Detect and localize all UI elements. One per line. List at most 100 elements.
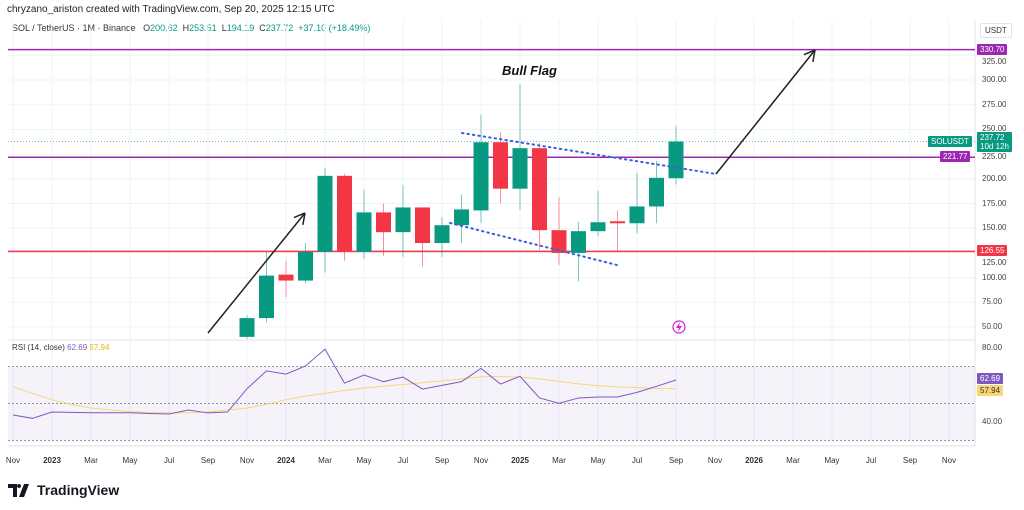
- flag-upper-trendline: [461, 132, 717, 175]
- time-tick-label: Sep: [902, 456, 918, 465]
- price-tick-label: 250.00: [982, 124, 1007, 134]
- time-tick-label: Mar: [318, 456, 332, 465]
- time-tick-label: May: [824, 456, 840, 465]
- time-tick-label: Sep: [200, 456, 216, 465]
- price-tick-label: 125.00: [982, 258, 1007, 267]
- last-price-value: 237.72: [980, 132, 1005, 142]
- time-tick-label: Jul: [631, 456, 643, 465]
- time-tick-label: May: [590, 456, 606, 465]
- level-price-tag: 330.70: [977, 43, 1008, 55]
- level-price-tag: 221.77: [940, 151, 971, 162]
- high-value: 253.51: [189, 23, 217, 33]
- time-tick-label: May: [122, 456, 138, 465]
- time-tick-label: Nov: [239, 456, 255, 465]
- time-tick-label: Jul: [163, 456, 175, 465]
- candle-body: [356, 212, 372, 252]
- candle-body: [512, 148, 528, 189]
- rsi-tick-label: 80.00: [982, 343, 1003, 352]
- candle-body: [532, 148, 547, 231]
- projection-arrow-up-head: [803, 49, 816, 56]
- close-value: 237.72: [265, 23, 294, 33]
- symbol-legend: SOL / TetherUS · 1M · Binance O200.62 H2…: [12, 23, 370, 33]
- lightning-icon: [672, 320, 686, 334]
- open-label: O: [143, 23, 151, 33]
- candle-body: [473, 142, 489, 211]
- candle-body: [590, 222, 606, 232]
- time-tick-label: Sep: [434, 456, 450, 465]
- rsi-ma-line: [12, 375, 677, 414]
- flag-lower-trendline: [449, 222, 618, 266]
- candle-body: [629, 206, 645, 224]
- tradingview-logo-icon: [8, 483, 29, 497]
- rsi-value: 62.69: [67, 343, 88, 352]
- trend-arrow-up-head: [293, 212, 306, 219]
- time-tick-label: Jul: [865, 456, 877, 465]
- symbol-title[interactable]: SOL / TetherUS · 1M · Binance: [12, 23, 136, 33]
- rsi-value-tag: 62.69: [977, 373, 1004, 385]
- time-tick-label: Sep: [668, 456, 684, 465]
- time-tick-label: Nov: [5, 456, 21, 465]
- time-tick-label: Nov: [707, 456, 723, 465]
- level-price-tag: 126.55: [977, 245, 1008, 257]
- price-tick-label: 225.00: [982, 152, 1007, 161]
- candle-body: [493, 142, 508, 189]
- price-tick-label: 175.00: [982, 198, 1007, 208]
- projection-arrow-up-head: [812, 49, 816, 62]
- rsi-ma-value: 57.94: [89, 343, 110, 352]
- candle-body: [239, 318, 255, 337]
- last-price-tag: 237.72 10d 12h: [977, 131, 1012, 152]
- candle-body: [376, 212, 391, 233]
- candle-body: [571, 231, 586, 253]
- rsi-ma-value-tag: 57.94: [977, 384, 1004, 396]
- candle-body: [337, 175, 352, 252]
- rsi-legend: RSI (14, close) 62.69 57.94: [12, 343, 109, 352]
- candle-body: [259, 275, 274, 319]
- price-tick-label: 325.00: [982, 57, 1007, 66]
- time-tick-label: 2023: [43, 456, 61, 465]
- time-tick-label: Mar: [786, 456, 800, 465]
- rsi-label: RSI (14, close): [12, 343, 65, 352]
- price-tick-label: 200.00: [982, 173, 1007, 183]
- trend-arrow-up-head: [302, 212, 306, 225]
- candle-body: [551, 230, 567, 253]
- close-label: C: [259, 23, 266, 33]
- time-tick-label: May: [356, 456, 372, 465]
- price-tick-label: 100.00: [982, 272, 1007, 282]
- brand-name: TradingView: [37, 482, 120, 498]
- time-tick-label: Mar: [84, 456, 98, 465]
- chart-credit: chryzano_ariston created with TradingVie…: [7, 4, 335, 15]
- time-tick-label: Jul: [397, 456, 409, 465]
- price-tick-label: 50.00: [982, 322, 1003, 331]
- price-tick-label: 275.00: [982, 99, 1007, 109]
- open-value: 200.62: [150, 23, 178, 33]
- candle-body: [454, 209, 469, 226]
- candle-body: [649, 177, 664, 207]
- lightning-icon-bolt: [676, 322, 682, 332]
- candle-body: [395, 207, 411, 233]
- bar-countdown: 10d 12h: [980, 141, 1009, 151]
- candle-body: [317, 175, 333, 252]
- time-tick-label: Nov: [941, 456, 957, 465]
- candle-body: [610, 221, 625, 224]
- candle-body: [434, 225, 450, 244]
- currency-button[interactable]: USDT: [980, 23, 1012, 38]
- rsi-line: [12, 348, 677, 419]
- candle-body: [668, 141, 684, 179]
- change-value: +37.10 (+18.49%): [298, 23, 371, 33]
- candle-body: [415, 207, 430, 244]
- low-value: 194.19: [226, 23, 255, 33]
- time-tick-label: Mar: [552, 456, 566, 465]
- price-tick-label: 75.00: [982, 297, 1003, 307]
- projection-arrow-up: [715, 49, 816, 175]
- time-tick-label: 2024: [277, 456, 295, 465]
- rsi-tick-label: 40.00: [982, 417, 1003, 426]
- tradingview-logo: TradingView: [8, 482, 119, 498]
- candle-body: [278, 274, 294, 281]
- time-tick-label: 2025: [511, 456, 529, 465]
- price-tick-label: 300.00: [982, 75, 1007, 84]
- bull-flag-annotation: Bull Flag: [502, 63, 557, 78]
- symbol-tag: SOLUSDT: [928, 135, 972, 147]
- time-tick-label: Nov: [473, 456, 489, 465]
- time-tick-label: 2026: [745, 456, 763, 465]
